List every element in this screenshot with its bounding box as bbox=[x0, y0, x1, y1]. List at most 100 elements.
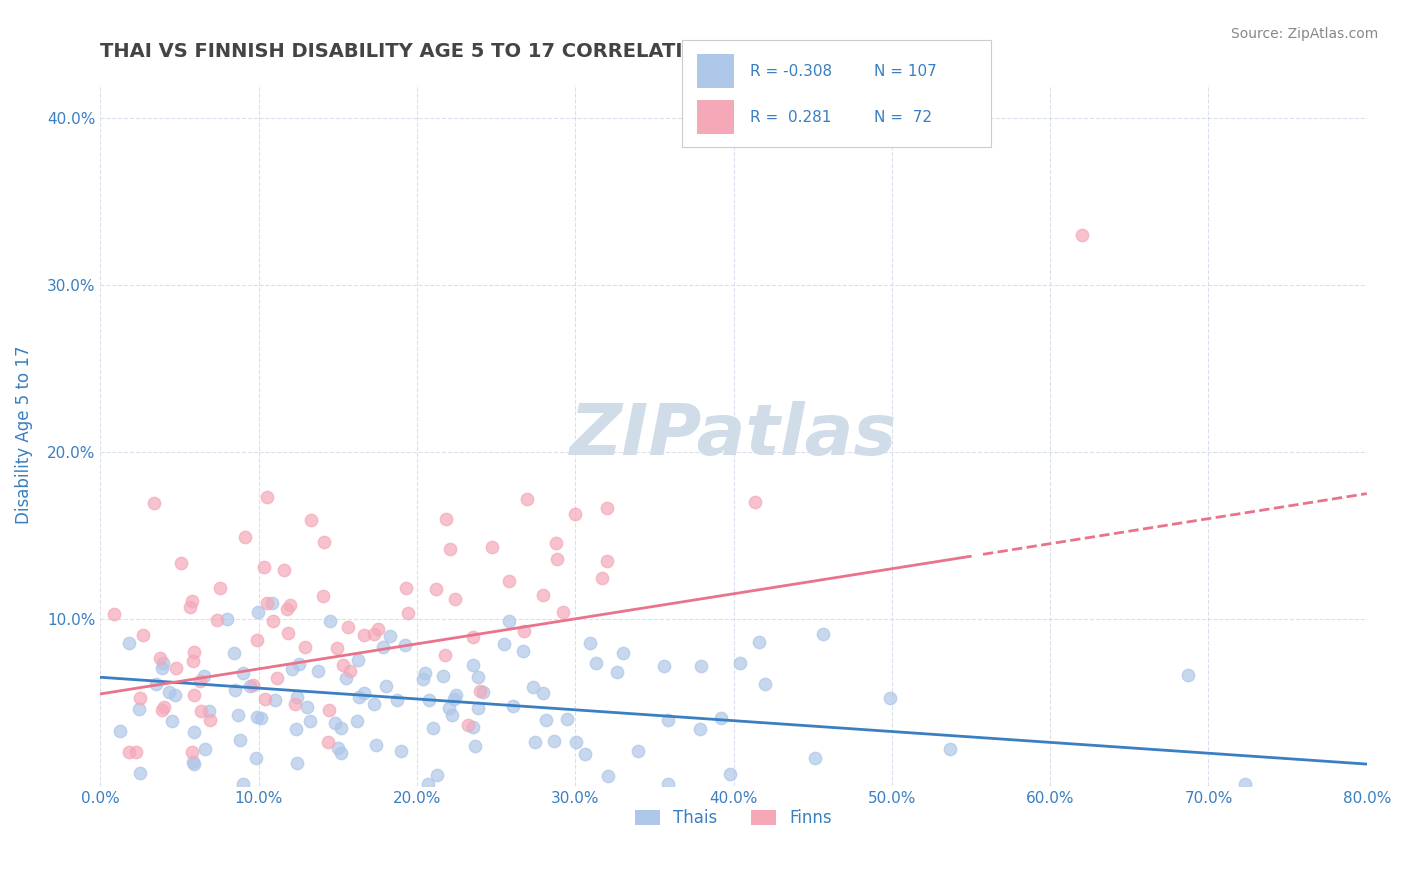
Point bbox=[689, 658, 711, 673]
Point bbox=[318, 614, 340, 628]
Point bbox=[332, 658, 354, 673]
Point bbox=[217, 612, 239, 626]
Point bbox=[250, 711, 273, 725]
Point bbox=[574, 747, 596, 762]
Point bbox=[149, 651, 172, 665]
Point bbox=[534, 714, 557, 728]
Point bbox=[498, 614, 520, 628]
Point bbox=[513, 624, 536, 638]
Point bbox=[555, 713, 578, 727]
Point bbox=[578, 636, 600, 650]
Point bbox=[288, 657, 311, 672]
Point bbox=[606, 665, 628, 680]
Point bbox=[389, 744, 412, 758]
Point bbox=[720, 767, 742, 781]
Point bbox=[285, 756, 308, 770]
Point bbox=[232, 665, 254, 680]
Point bbox=[323, 716, 346, 731]
Point bbox=[152, 657, 174, 671]
Point bbox=[226, 708, 249, 723]
Point bbox=[253, 560, 276, 574]
Point bbox=[531, 588, 554, 602]
Point bbox=[461, 658, 484, 673]
Point bbox=[246, 710, 269, 724]
Point bbox=[278, 598, 301, 612]
Point bbox=[524, 735, 547, 749]
Text: Source: ZipAtlas.com: Source: ZipAtlas.com bbox=[1230, 27, 1378, 41]
Point bbox=[443, 692, 465, 706]
Point bbox=[181, 654, 204, 668]
Point bbox=[363, 627, 385, 641]
Text: THAI VS FINNISH DISABILITY AGE 5 TO 17 CORRELATION CHART: THAI VS FINNISH DISABILITY AGE 5 TO 17 C… bbox=[100, 42, 796, 61]
Point bbox=[194, 741, 217, 756]
Point bbox=[326, 641, 349, 656]
Point bbox=[434, 511, 457, 525]
Point bbox=[103, 607, 125, 621]
Point bbox=[498, 574, 520, 589]
Point bbox=[256, 490, 278, 504]
Point bbox=[183, 645, 205, 659]
Point bbox=[329, 721, 352, 735]
Point bbox=[564, 735, 586, 749]
Point bbox=[349, 690, 371, 705]
Point bbox=[245, 751, 267, 765]
Point bbox=[439, 542, 461, 557]
Point bbox=[128, 690, 150, 705]
Point bbox=[316, 735, 339, 749]
Point bbox=[612, 646, 634, 660]
Point bbox=[371, 640, 394, 655]
Point bbox=[297, 700, 319, 714]
Point bbox=[353, 628, 375, 642]
Point bbox=[367, 623, 389, 637]
Point bbox=[193, 669, 215, 683]
Point bbox=[426, 768, 449, 782]
Point bbox=[160, 714, 183, 729]
Text: R =  0.281: R = 0.281 bbox=[749, 110, 831, 125]
Point bbox=[262, 614, 284, 628]
Point bbox=[183, 688, 205, 702]
Point bbox=[254, 692, 277, 706]
Text: N = 107: N = 107 bbox=[873, 63, 936, 78]
Point bbox=[544, 535, 567, 549]
Point bbox=[522, 680, 544, 694]
Point bbox=[346, 714, 368, 728]
Point bbox=[439, 701, 461, 715]
Point bbox=[266, 671, 288, 685]
Point bbox=[150, 661, 173, 675]
Point bbox=[394, 581, 416, 595]
Point bbox=[394, 638, 416, 652]
Point bbox=[1177, 668, 1199, 682]
Point bbox=[422, 721, 444, 735]
Point bbox=[418, 777, 440, 791]
Point bbox=[492, 637, 515, 651]
Point bbox=[165, 660, 187, 674]
Point bbox=[461, 720, 484, 734]
Point bbox=[208, 581, 231, 595]
Point bbox=[181, 594, 204, 608]
Y-axis label: Disability Age 5 to 17: Disability Age 5 to 17 bbox=[15, 346, 32, 524]
Point bbox=[546, 551, 568, 566]
Point bbox=[879, 690, 901, 705]
Point bbox=[198, 704, 221, 718]
Point bbox=[129, 765, 152, 780]
Point bbox=[748, 635, 770, 649]
Point bbox=[585, 656, 607, 670]
Point bbox=[364, 738, 387, 752]
Point bbox=[1070, 227, 1092, 242]
Point bbox=[425, 582, 447, 597]
Point bbox=[200, 713, 222, 727]
Point bbox=[163, 689, 186, 703]
Point bbox=[264, 692, 287, 706]
Point bbox=[481, 541, 503, 555]
Point bbox=[153, 699, 176, 714]
Point bbox=[256, 596, 278, 610]
Point bbox=[298, 714, 321, 728]
Point bbox=[285, 690, 308, 705]
Point bbox=[335, 671, 357, 685]
Point bbox=[728, 656, 751, 670]
Point bbox=[336, 620, 359, 634]
Point bbox=[277, 625, 299, 640]
Point bbox=[190, 704, 212, 718]
Point bbox=[276, 601, 298, 615]
Point bbox=[183, 724, 205, 739]
